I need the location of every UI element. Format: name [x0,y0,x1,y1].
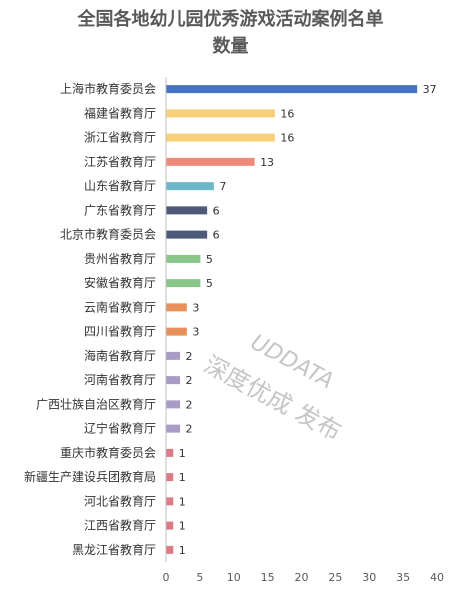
category-label: 安徽省教育厅 [84,275,156,290]
x-tick-label: 25 [328,571,342,584]
category-label: 江西省教育厅 [84,518,156,533]
data-label: 2 [186,350,193,363]
data-label: 1 [179,495,186,508]
data-label: 5 [206,277,213,290]
data-label: 2 [186,423,193,436]
chart-title-line-2: 数量 [212,36,249,57]
category-label: 海南省教育厅 [84,348,156,363]
bar [166,327,187,336]
bar [166,351,181,360]
category-label: 上海市教育委员会 [60,81,156,96]
data-label: 37 [423,83,437,96]
bar [166,473,174,482]
bar [166,521,174,530]
bar [166,157,255,166]
bar [166,376,181,385]
bar [166,109,275,118]
data-label: 2 [186,374,193,387]
data-label: 16 [280,107,294,120]
category-label: 北京市教育委员会 [60,227,156,242]
category-label: 山东省教育厅 [84,178,156,193]
bar [166,279,201,288]
x-tick-label: 30 [362,571,376,584]
data-label: 3 [192,301,199,314]
bar [166,448,174,457]
x-tick-label: 15 [261,571,275,584]
bar [166,133,275,142]
data-label: 5 [206,253,213,266]
category-label: 重庆市教育委员会 [60,445,156,460]
category-label: 河南省教育厅 [84,372,156,387]
category-label: 江苏省教育厅 [84,154,156,169]
data-label: 1 [179,471,186,484]
data-label: 1 [179,447,186,460]
category-label: 广西壮族自治区教育厅 [36,396,156,411]
x-tick-label: 0 [163,571,170,584]
category-label: 贵州省教育厅 [84,251,156,266]
bar [166,254,201,263]
data-label: 3 [192,326,199,339]
x-tick-label: 35 [396,571,410,584]
bar [166,400,181,409]
bar [166,182,214,191]
x-tick-label: 20 [295,571,309,584]
data-label: 7 [219,180,226,193]
data-label: 6 [213,204,220,217]
category-label: 广东省教育厅 [84,202,156,217]
data-label: 1 [179,544,186,557]
category-label: 浙江省教育厅 [84,130,156,145]
category-label: 四川省教育厅 [84,324,156,339]
x-tick-label: 10 [227,571,241,584]
chart-title-line-1: 全国各地幼儿园优秀游戏活动案例名单 [77,9,384,30]
category-label: 辽宁省教育厅 [84,421,156,436]
bar [166,497,174,506]
data-label: 16 [280,132,294,145]
category-label: 云南省教育厅 [84,299,156,314]
bar [166,424,181,433]
bar [166,230,208,239]
category-label: 福建省教育厅 [84,105,156,120]
bar [166,206,208,215]
bar [166,545,174,554]
category-label: 新疆生产建设兵团教育局 [24,469,156,484]
bar [166,303,187,312]
x-tick-label: 5 [196,571,203,584]
data-label: 1 [179,520,186,533]
data-label: 13 [260,156,274,169]
category-label: 河北省教育厅 [84,493,156,508]
x-tick-label: 40 [430,571,444,584]
data-label: 6 [213,229,220,242]
data-label: 2 [186,398,193,411]
category-label: 黑龙江省教育厅 [72,542,156,557]
chart-title: 全国各地幼儿园优秀游戏活动案例名单 数量 [0,6,461,60]
bar [166,85,418,94]
